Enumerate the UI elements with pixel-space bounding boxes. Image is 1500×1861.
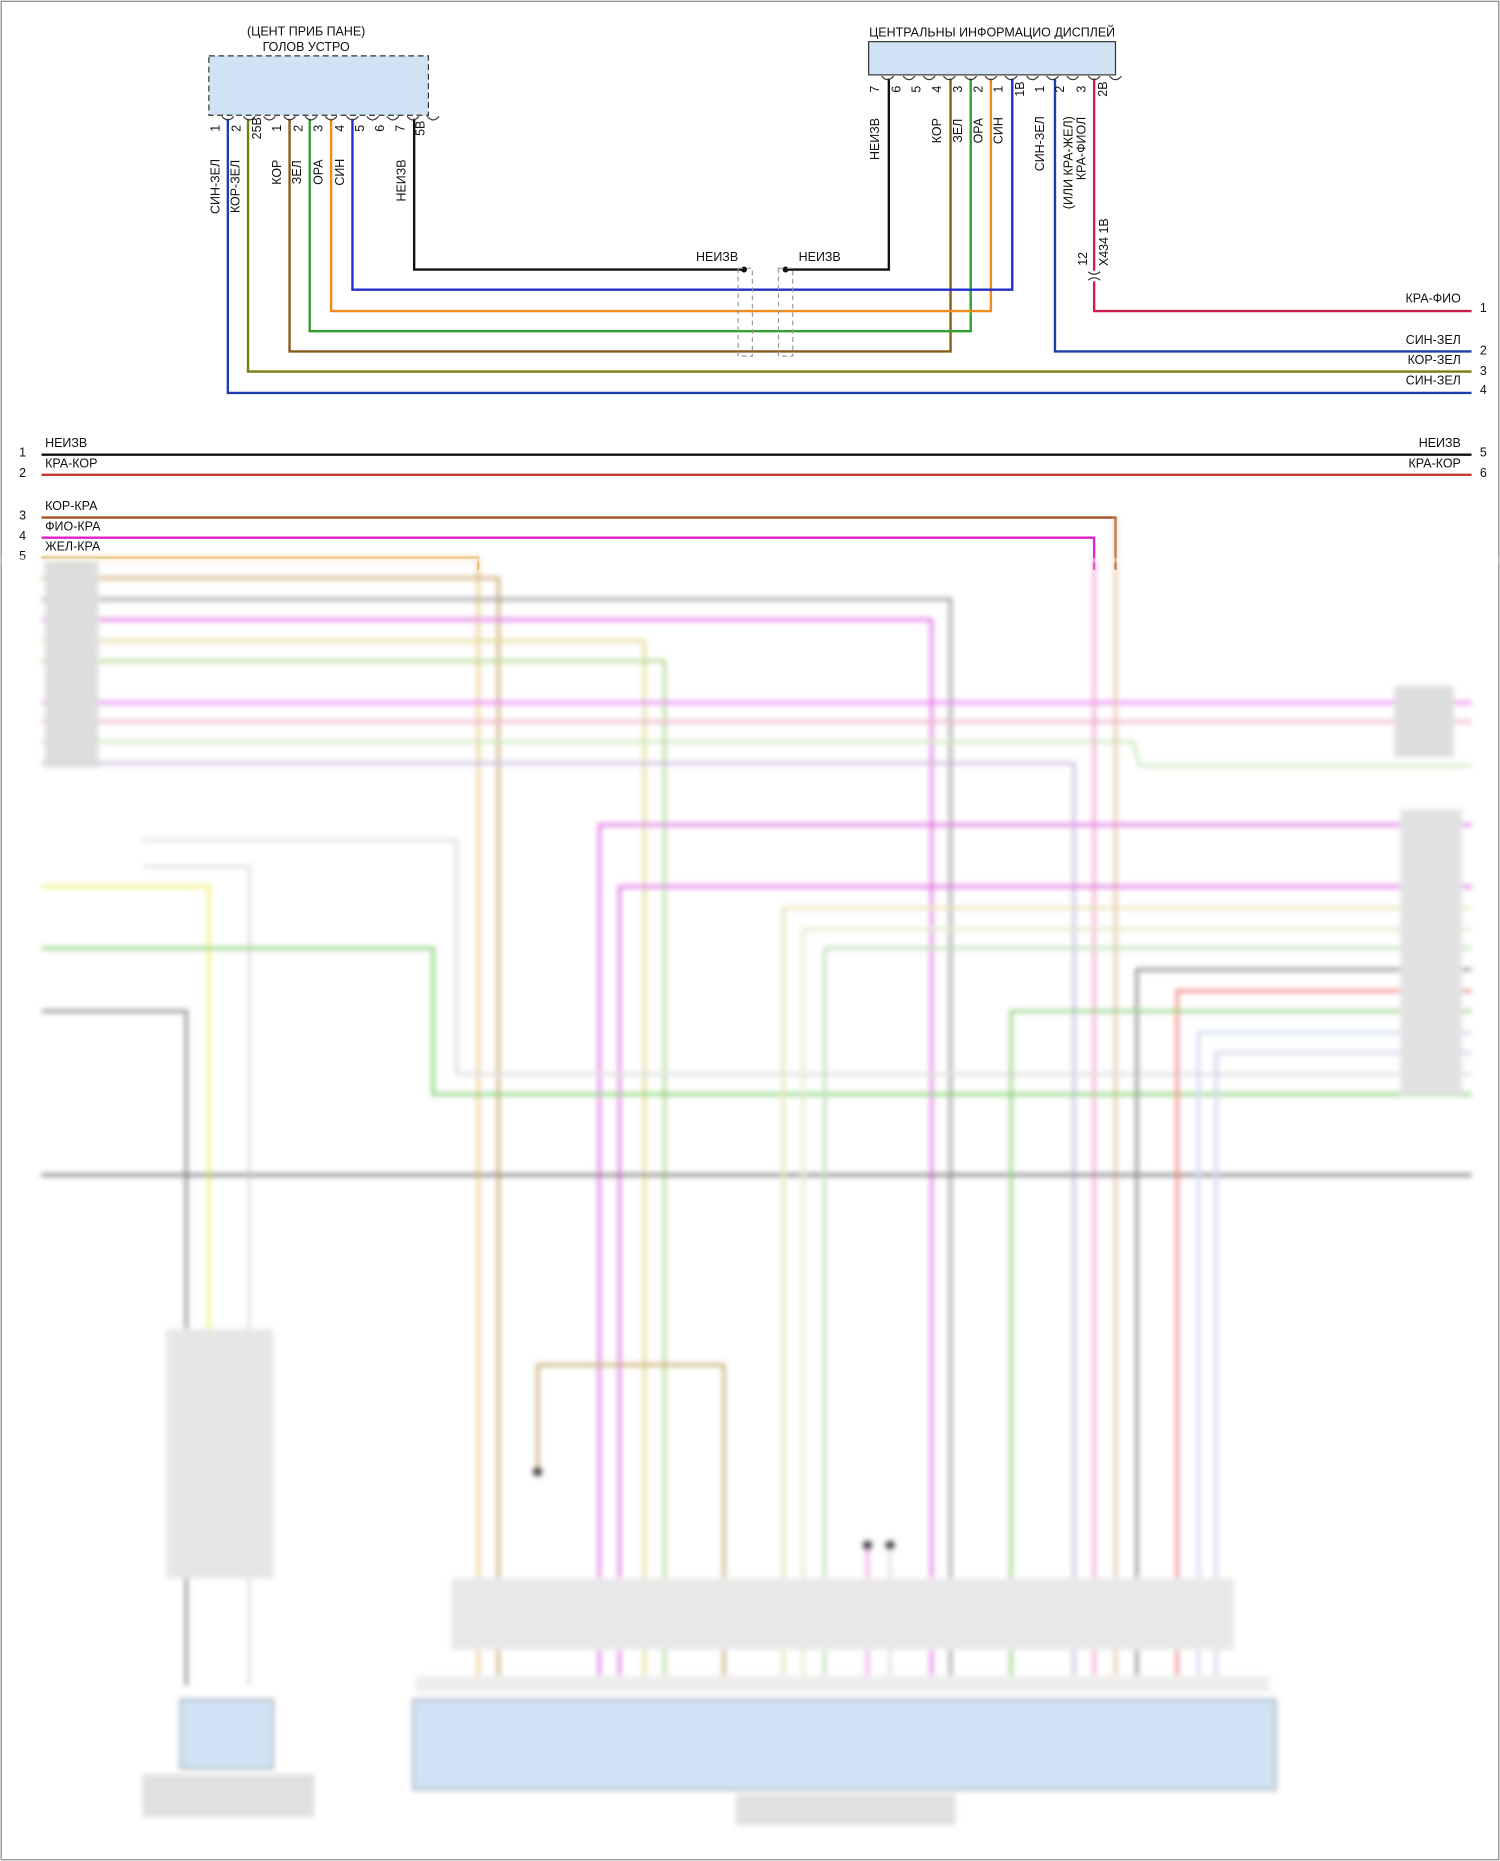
wire-label: ОРА	[312, 159, 326, 185]
output-pin: 2	[1480, 344, 1487, 358]
wire-label: СИН	[992, 117, 1006, 144]
pin-label: 2	[291, 125, 305, 132]
blurred-region	[41, 517, 1472, 1826]
display-box	[868, 41, 1117, 76]
pin-label: 2	[1053, 86, 1067, 93]
wire-label: КОР	[270, 160, 284, 185]
bus-pin: 5	[19, 549, 26, 563]
wire-label: НЕИЗВ	[395, 159, 409, 201]
pin-arc	[386, 116, 400, 121]
bus-pin: 3	[19, 509, 26, 523]
output-label: КРА-ФИО	[1406, 291, 1462, 305]
pin-arc	[304, 116, 318, 121]
pin-label: 6	[889, 86, 903, 93]
component-label: ГОЛОВ УСТРО	[263, 40, 350, 54]
pin-label: 25В	[250, 117, 264, 139]
bus-label: КРА-КОР	[1409, 456, 1461, 470]
wire-label: КОР	[930, 118, 944, 143]
pin-arc	[242, 116, 256, 121]
pin-label: 1	[992, 86, 1006, 93]
wire-label: ОРА	[971, 117, 985, 143]
wire-label: СИН-ЗЕЛ	[1033, 116, 1047, 171]
pin-label: 7	[868, 86, 882, 93]
pin-label: 1	[1033, 86, 1047, 93]
pin-arc	[1046, 75, 1059, 81]
pin-label: 1В	[1013, 82, 1027, 97]
bus-label: КРА-КОР	[45, 456, 97, 470]
pin-label: 3	[951, 86, 965, 93]
pin-arc	[221, 116, 235, 121]
wires	[226, 78, 1472, 395]
splice-label: НЕИЗВ	[799, 250, 841, 264]
wire-label: СИН-ЗЕЛ	[208, 159, 222, 214]
pin-arc	[1026, 75, 1039, 81]
bus-pin: 5	[1480, 446, 1487, 460]
component-label: (ЦЕНТ ПРИБ ПАНЕ)	[247, 24, 365, 38]
output-pin: 4	[1480, 383, 1487, 397]
pin-arc	[426, 116, 440, 121]
pin-arc	[1066, 75, 1080, 81]
bus-label: ЖЕЛ-КРА	[45, 539, 101, 553]
wire-label: СИН	[333, 159, 347, 186]
output-pin: 1	[1480, 301, 1487, 315]
bus-pin: 1	[19, 446, 26, 460]
pin-label: 6	[373, 125, 387, 132]
wire-label: КРА-ФИОЛ	[1075, 117, 1089, 180]
bus-pin: 6	[1480, 466, 1487, 480]
splice-label: НЕИЗВ	[696, 250, 738, 264]
component-label: ЦЕНТРАЛЬНЫ ИНФОРМАЦИО ДИСПЛЕЙ	[869, 25, 1115, 40]
pin-label: 2	[230, 125, 244, 132]
pin-arc	[1087, 75, 1101, 81]
bus-pin: 4	[19, 529, 26, 543]
pin-arc	[406, 116, 420, 121]
pin-arc	[984, 75, 998, 81]
pin-arc	[964, 75, 978, 81]
wire-label: ЗЕЛ	[290, 160, 304, 184]
pin-arc	[283, 116, 296, 121]
wire-label: КОР-ЗЕЛ	[228, 160, 242, 213]
pin-arc	[262, 116, 276, 121]
pin-label: 7	[393, 125, 407, 132]
bus-label: ФИО-КРА	[45, 519, 101, 533]
pin-label: 4	[930, 86, 944, 93]
bus-pin: 2	[19, 466, 26, 480]
pin-arc	[324, 116, 338, 121]
pin-label: 1	[208, 125, 222, 132]
pin-label: 2	[971, 86, 985, 93]
output-pin: 3	[1480, 364, 1487, 378]
pin-label: 5В	[414, 121, 428, 136]
bus-label: КОР-КРА	[45, 499, 98, 513]
output-label: СИН-ЗЕЛ	[1406, 373, 1461, 387]
output-label: СИН-ЗЕЛ	[1406, 333, 1461, 347]
pin-arc	[881, 75, 895, 81]
wire-label: ЗЕЛ	[951, 119, 965, 143]
connector-label: X434 1В	[1097, 218, 1111, 266]
pin-arc	[902, 75, 916, 81]
head-unit-box	[208, 55, 429, 116]
wire-label: НЕИЗВ	[868, 118, 882, 160]
pin-arc	[366, 116, 380, 121]
pin-arc	[346, 116, 359, 121]
pin-arcs	[221, 75, 1122, 121]
pin-label: 5	[910, 86, 924, 93]
pin-arc	[1109, 75, 1122, 81]
bus-label: НЕИЗВ	[1419, 436, 1461, 450]
pin-label: 1	[270, 125, 284, 132]
bus-label: НЕИЗВ	[45, 436, 87, 450]
pin-arc	[922, 75, 936, 81]
pin-arc	[1004, 75, 1018, 81]
pin-label: 3	[312, 125, 326, 132]
connector-pin: 12	[1076, 252, 1090, 266]
pin-arc	[942, 75, 956, 81]
pin-label: 2В	[1096, 82, 1110, 97]
pin-label: 3	[1075, 86, 1089, 93]
wire-label: (ИЛИ КРА-ЖЕЛ)	[1062, 116, 1076, 209]
pin-label: 4	[333, 125, 347, 132]
blur-edge	[1, 557, 1499, 563]
pin-label: 5	[353, 125, 367, 132]
output-label: КОР-ЗЕЛ	[1408, 353, 1461, 367]
